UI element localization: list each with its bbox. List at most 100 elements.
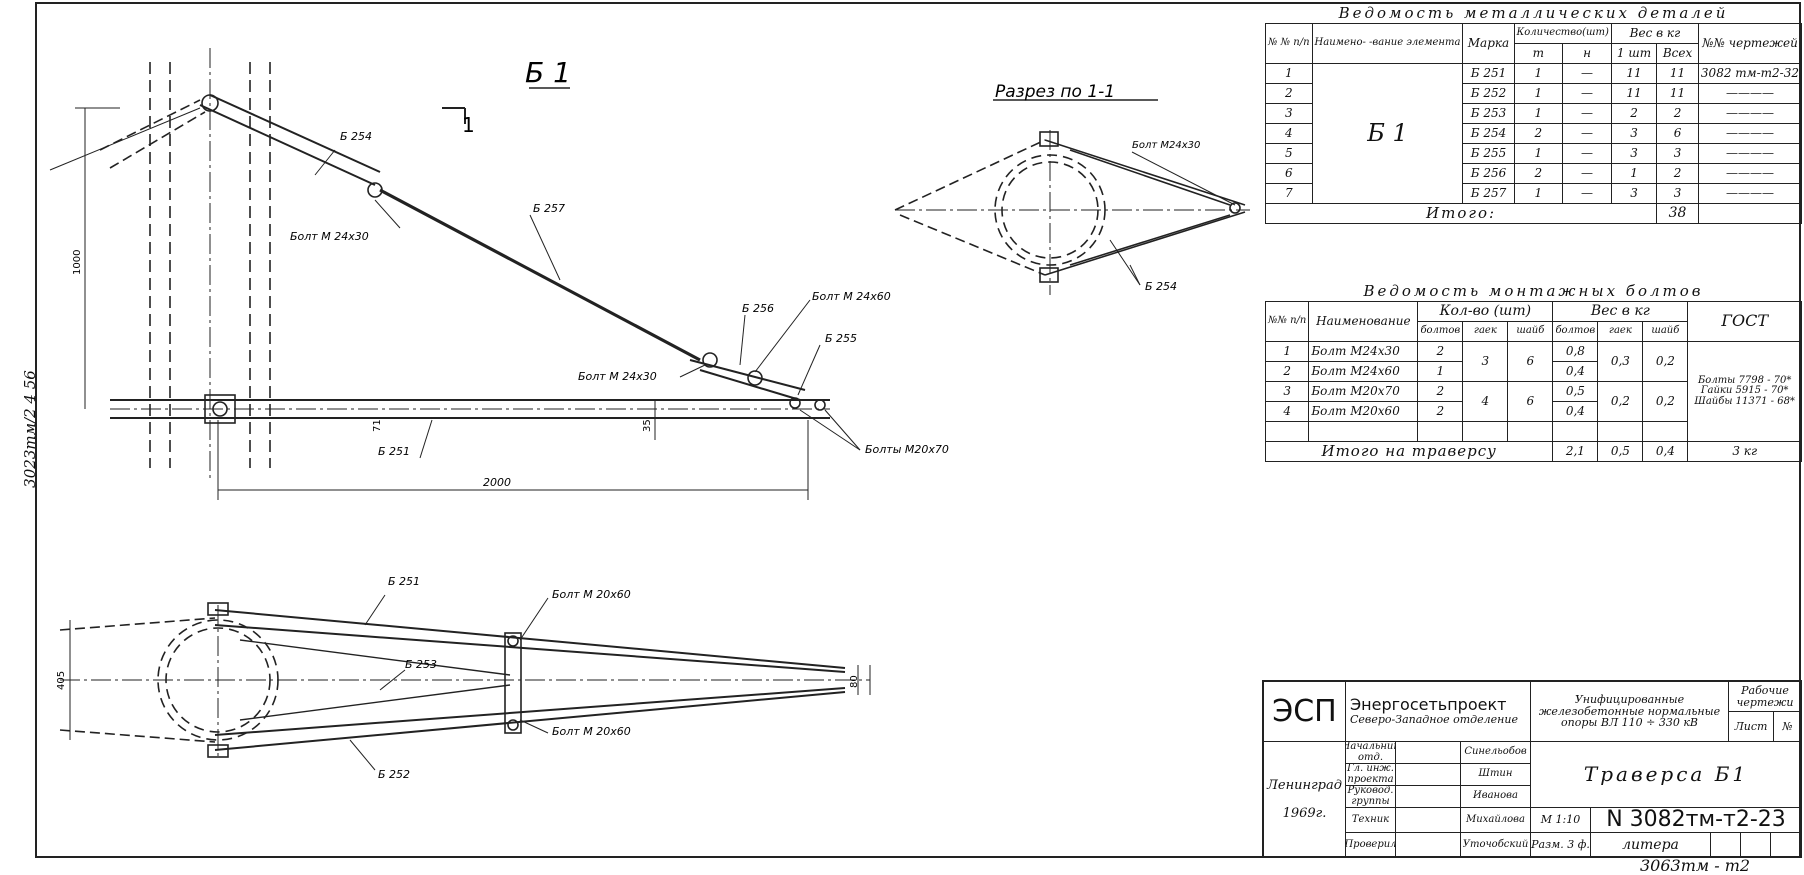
name-3: Михайлова bbox=[1461, 808, 1531, 833]
plan-dim-80: 80 bbox=[849, 675, 860, 688]
bolts-total-washers: 0,4 bbox=[1642, 441, 1689, 462]
bolts-total-nuts: 0,5 bbox=[1597, 441, 1644, 462]
label-b255: Б 255 bbox=[825, 332, 857, 345]
cell-drawing: ———— bbox=[1697, 143, 1803, 164]
plan-label-b252: Б 252 bbox=[378, 768, 410, 781]
label-b251: Б 251 bbox=[378, 445, 410, 458]
cell-qty-n: — bbox=[1562, 123, 1612, 144]
bolts-header-qty-nuts: гаек bbox=[1462, 321, 1509, 342]
table-row: 3 Болт М20x70 2 4 6 0,5 0,2 0,2 bbox=[1264, 381, 1802, 422]
main-view-title: Б 1 bbox=[525, 56, 571, 89]
cell-w-nuts: 0,2 bbox=[1597, 381, 1644, 422]
org-dept: Северо-Западное отделение bbox=[1350, 713, 1519, 727]
cell-wall: 2 bbox=[1656, 103, 1699, 124]
gost-cell: Болты 7798 - 70* Гайки 5915 - 70* Шайбы … bbox=[1687, 341, 1802, 442]
table-row: 1 Б 1 Б 251 1 — 11 11 3082 тм-т2-32 bbox=[1265, 63, 1803, 204]
section-bolt-label: Болт М24x30 bbox=[1132, 140, 1200, 151]
cell-num: 1 bbox=[1264, 341, 1310, 362]
drawing-number: N 3082тм-т2-23 bbox=[1591, 808, 1802, 833]
role-2: Руковод. группы bbox=[1346, 786, 1396, 808]
role-4: Проверил bbox=[1346, 833, 1396, 858]
cell-w-washers: 0,2 bbox=[1642, 381, 1689, 422]
sign-0 bbox=[1396, 742, 1461, 764]
metal-header-num: № № п/п bbox=[1265, 23, 1313, 64]
city: Ленинград bbox=[1267, 777, 1342, 793]
cell-qty-bolts: 2 bbox=[1417, 401, 1464, 422]
table-row: 4 Болт М20x60 2 0,4 bbox=[1264, 401, 1802, 422]
working-drawings: Рабочие чертежи bbox=[1729, 682, 1802, 712]
dim-71: 71 bbox=[372, 419, 383, 432]
metal-element-name: Б 1 bbox=[1311, 63, 1464, 204]
cell-drawing: ———— bbox=[1697, 163, 1803, 184]
metal-header-name: Наимено- -вание элемента bbox=[1311, 23, 1464, 64]
drawing-title: Траверса Б1 bbox=[1531, 742, 1802, 808]
litera-box-2 bbox=[1741, 833, 1771, 858]
cell-qty-t: 1 bbox=[1513, 103, 1564, 124]
cell-w1: 3 bbox=[1610, 143, 1658, 164]
sign-2 bbox=[1396, 786, 1461, 808]
cell-wall: 2 bbox=[1656, 163, 1699, 184]
bolts-header-qty-washers: шайб bbox=[1507, 321, 1554, 342]
cell-mark: Б 255 bbox=[1462, 143, 1515, 164]
name-2: Иванова bbox=[1461, 786, 1531, 808]
corner-stamp: 3063тм - т2 bbox=[1640, 856, 1751, 875]
cell-drawing: 3082 тм-т2-32 bbox=[1697, 63, 1803, 84]
cell-qty-washers: 6 bbox=[1507, 381, 1554, 422]
cell-wall: 6 bbox=[1656, 123, 1699, 144]
table-row: 3 Б 253 1 — 2 2 ———— bbox=[1265, 103, 1803, 124]
cell-w1: 3 bbox=[1610, 123, 1658, 144]
cell-w1: 1 bbox=[1610, 163, 1658, 184]
metal-header-drawing: №№ чертежей bbox=[1697, 23, 1803, 64]
bolts-table-title: Ведомость монтажных болтов bbox=[1265, 282, 1802, 302]
table-row: 4 Б 254 2 — 3 6 ———— bbox=[1265, 123, 1803, 144]
metal-header-qty-t: т bbox=[1513, 43, 1564, 64]
cell-qty-bolts: 2 bbox=[1417, 381, 1464, 402]
metal-total-label: Итого: bbox=[1264, 203, 1658, 224]
cell-num: 3 bbox=[1264, 381, 1310, 402]
litera-box-1 bbox=[1711, 833, 1741, 858]
litera-label: литера bbox=[1591, 833, 1711, 858]
cell-name: Болт М24x30 bbox=[1308, 341, 1419, 362]
table-row: 1 Болт М24x30 2 3 6 0,8 0,3 0,2 Болты 77… bbox=[1264, 341, 1802, 442]
label-bolt-m24x60: Болт М 24x60 bbox=[812, 290, 891, 303]
cell-drawing: ———— bbox=[1697, 183, 1803, 204]
role-0: Начальник отд. bbox=[1346, 742, 1396, 764]
bolts-header-qty-bolts: болтов bbox=[1417, 321, 1464, 342]
metal-header-mark: Марка bbox=[1462, 23, 1515, 64]
cell-qty-n: — bbox=[1562, 183, 1612, 204]
table-row: 6 Б 256 2 — 1 2 ———— bbox=[1265, 163, 1803, 184]
cell-w1: 3 bbox=[1610, 183, 1658, 204]
cell-qty-n: — bbox=[1562, 163, 1612, 184]
metal-header-w1: 1 шт bbox=[1610, 43, 1658, 64]
sign-4 bbox=[1396, 833, 1461, 858]
cell-qty-nuts: 3 bbox=[1462, 341, 1509, 382]
cell-qty-t: 2 bbox=[1513, 163, 1564, 184]
cell-name: Болт М20x70 bbox=[1308, 381, 1419, 402]
label-bolt-m24x30-low: Болт М 24x30 bbox=[578, 370, 657, 383]
metal-header-qty: Количество(шт) bbox=[1513, 23, 1612, 44]
cell-wall: 3 bbox=[1656, 143, 1699, 164]
bolts-total-label: Итого на траверсу bbox=[1264, 441, 1554, 462]
cell-qty-t: 1 bbox=[1513, 83, 1564, 104]
section-b254-label: Б 254 bbox=[1145, 280, 1177, 293]
label-b256: Б 256 bbox=[742, 302, 774, 315]
bolts-header-w-bolts: болтов bbox=[1552, 321, 1599, 342]
cell-mark: Б 256 bbox=[1462, 163, 1515, 184]
cell-qty-nuts: 4 bbox=[1462, 381, 1509, 422]
cell-name: Болт М20x60 bbox=[1308, 401, 1419, 422]
cell-qty-t: 1 bbox=[1513, 183, 1564, 204]
name-0: Синельобов bbox=[1461, 742, 1531, 764]
metal-total-value: 38 bbox=[1656, 203, 1699, 224]
sign-1 bbox=[1396, 764, 1461, 786]
label-bolt-m24x30-top: Болт М 24x30 bbox=[290, 230, 369, 243]
sheet-no: № bbox=[1774, 712, 1802, 742]
cell-num: 1 bbox=[1265, 63, 1313, 84]
cell-wall: 3 bbox=[1656, 183, 1699, 204]
bolts-header-w-washers: шайб bbox=[1642, 321, 1689, 342]
cell-mark: Б 253 bbox=[1462, 103, 1515, 124]
cell-qty-t: 2 bbox=[1513, 123, 1564, 144]
cell-qty-n: — bbox=[1562, 83, 1612, 104]
section-title: Разрез по 1-1 bbox=[995, 82, 1115, 102]
cell-wall: 11 bbox=[1656, 63, 1699, 84]
title-block: ЭСП Энергосетьпроект Северо-Западное отд… bbox=[1262, 680, 1802, 858]
